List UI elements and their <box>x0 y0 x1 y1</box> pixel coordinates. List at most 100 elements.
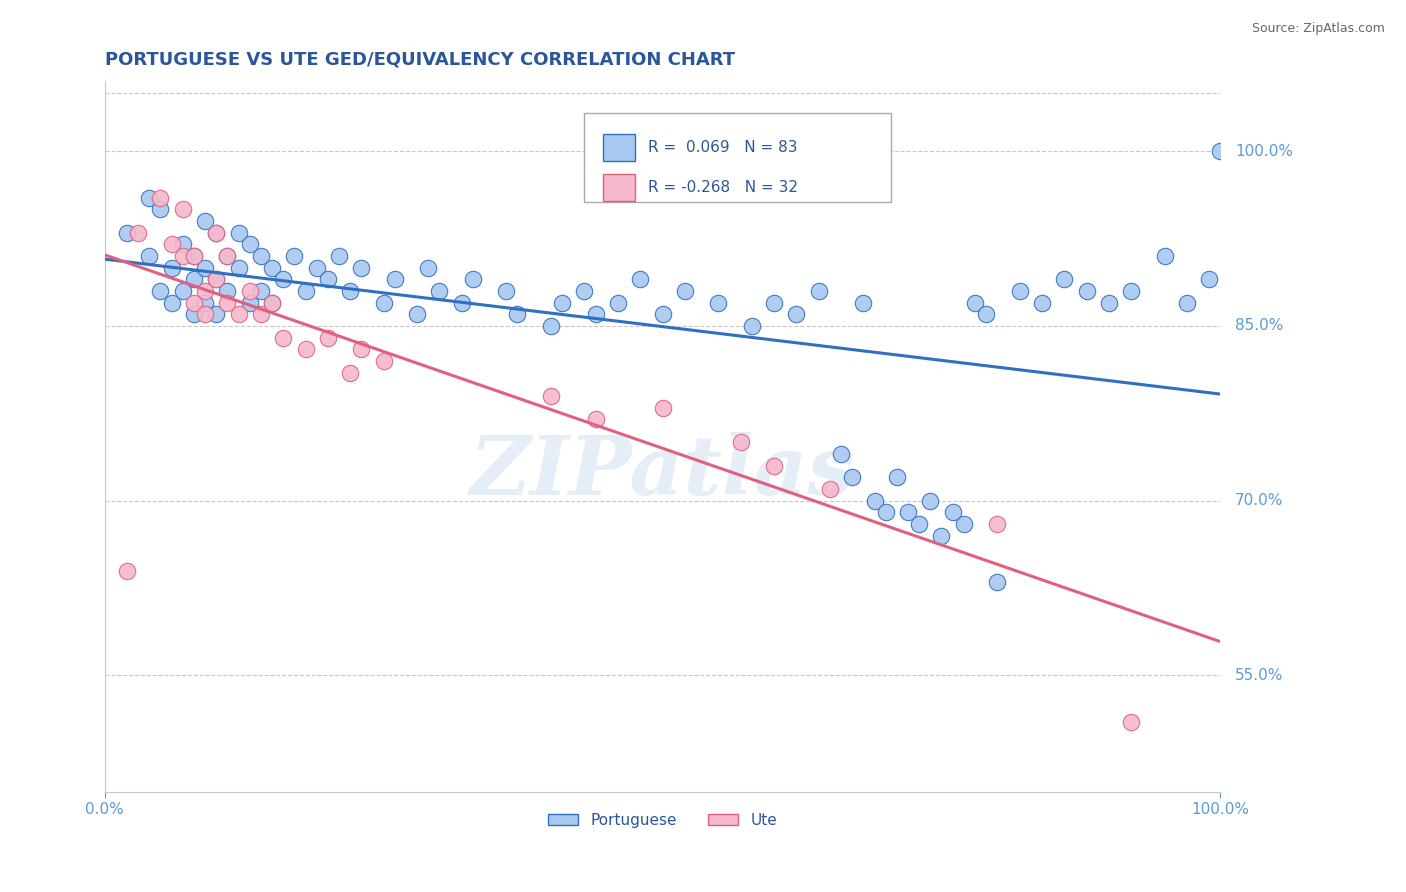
Point <box>908 516 931 531</box>
Point <box>239 295 262 310</box>
Point <box>217 249 239 263</box>
Text: ZIPatlas: ZIPatlas <box>470 433 855 512</box>
Point <box>1198 272 1220 286</box>
Point <box>495 284 517 298</box>
Point <box>183 249 205 263</box>
Point <box>328 249 350 263</box>
Point <box>205 272 228 286</box>
Point <box>194 295 217 310</box>
Point <box>974 307 997 321</box>
Point <box>172 249 194 263</box>
Point <box>194 214 217 228</box>
Point <box>316 272 339 286</box>
Point <box>986 516 1008 531</box>
Point <box>373 295 395 310</box>
Point <box>205 307 228 321</box>
Point <box>183 307 205 321</box>
Point <box>785 307 807 321</box>
Point <box>1175 295 1198 310</box>
Point <box>373 354 395 368</box>
Point <box>673 284 696 298</box>
Point <box>551 295 574 310</box>
Text: 55.0%: 55.0% <box>1234 668 1284 683</box>
Point <box>138 249 160 263</box>
Point <box>942 505 965 519</box>
Text: 70.0%: 70.0% <box>1234 493 1284 508</box>
Point <box>217 284 239 298</box>
Point <box>260 295 283 310</box>
Point <box>183 272 205 286</box>
Point <box>138 191 160 205</box>
Point <box>172 284 194 298</box>
Point <box>651 307 673 321</box>
Point <box>450 295 472 310</box>
Point <box>194 307 217 321</box>
Point <box>149 284 172 298</box>
Point <box>418 260 440 275</box>
Point <box>920 493 942 508</box>
Point <box>741 318 763 333</box>
Point <box>228 260 250 275</box>
Point <box>205 226 228 240</box>
Point <box>384 272 406 286</box>
Point <box>875 505 897 519</box>
Point <box>1053 272 1076 286</box>
FancyBboxPatch shape <box>603 174 634 201</box>
Point <box>540 389 562 403</box>
Legend: Portuguese, Ute: Portuguese, Ute <box>541 807 783 834</box>
Text: PORTUGUESE VS UTE GED/EQUIVALENCY CORRELATION CHART: PORTUGUESE VS UTE GED/EQUIVALENCY CORREL… <box>104 51 735 69</box>
Point <box>115 226 138 240</box>
Text: Source: ZipAtlas.com: Source: ZipAtlas.com <box>1251 22 1385 36</box>
Point <box>897 505 920 519</box>
Point <box>194 260 217 275</box>
Point <box>763 458 786 473</box>
Point <box>160 295 183 310</box>
Point <box>205 272 228 286</box>
Point <box>160 237 183 252</box>
Point <box>931 529 953 543</box>
Point <box>1031 295 1053 310</box>
Point <box>183 249 205 263</box>
Point <box>952 516 974 531</box>
Point <box>217 249 239 263</box>
Point <box>830 447 852 461</box>
Point <box>127 226 149 240</box>
Point <box>339 284 361 298</box>
Point <box>461 272 484 286</box>
Point <box>807 284 830 298</box>
Point <box>294 343 316 357</box>
Point <box>963 295 986 310</box>
Text: R =  0.069   N = 83: R = 0.069 N = 83 <box>648 140 797 155</box>
Point <box>1076 284 1098 298</box>
Point <box>350 260 373 275</box>
Point <box>1209 145 1232 159</box>
Point <box>260 260 283 275</box>
Point <box>339 366 361 380</box>
Point <box>1121 284 1143 298</box>
Point <box>283 249 305 263</box>
Point <box>250 307 273 321</box>
Point <box>271 272 294 286</box>
Point <box>250 284 273 298</box>
Point <box>350 343 373 357</box>
Point <box>886 470 908 484</box>
Point <box>239 237 262 252</box>
Point <box>160 260 183 275</box>
Point <box>316 331 339 345</box>
Point <box>260 295 283 310</box>
Point <box>540 318 562 333</box>
Point <box>1153 249 1175 263</box>
Point <box>183 295 205 310</box>
Point <box>730 435 752 450</box>
Point <box>574 284 596 298</box>
Point <box>506 307 529 321</box>
Point <box>818 482 841 496</box>
Point <box>294 284 316 298</box>
Point <box>239 284 262 298</box>
Point <box>228 307 250 321</box>
Point <box>406 307 429 321</box>
Text: 100.0%: 100.0% <box>1234 144 1294 159</box>
Point <box>763 295 786 310</box>
Point <box>1121 714 1143 729</box>
Point <box>986 575 1008 590</box>
